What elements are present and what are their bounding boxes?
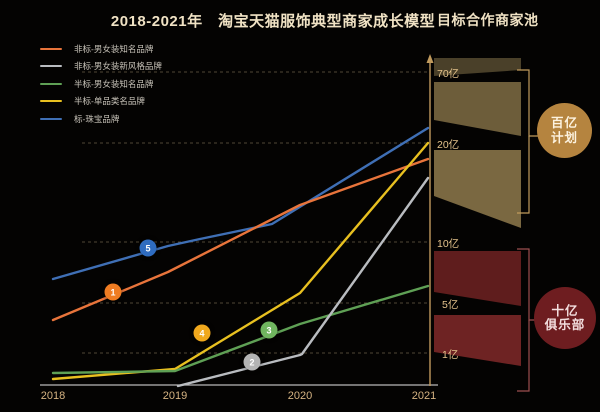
legend-swatch-blue [40,117,62,120]
funnel-band-upper [434,82,521,136]
badge-shiyi-julebu[interactable]: 十亿 俱乐部 [534,287,596,349]
badge-label-line1: 百亿 [550,116,578,131]
funnel-band-lower [434,251,521,306]
bracket-red-lower [517,320,530,392]
series-line-yellow [51,141,430,381]
series-marker-1[interactable]: 1 [104,283,122,301]
legend-item-label: 非标-男女装新风格品牌 [74,61,162,72]
legend-item-label: 半标-男女装知名品牌 [74,78,154,89]
legend-item[interactable]: 标-珠宝品牌 [40,110,230,128]
y-tick-1yi: 1亿 [442,349,459,361]
legend-item[interactable]: 非标-男女装知名品牌 [40,40,230,58]
series-line-green [51,284,430,375]
series-line-gray [176,176,430,388]
badge-baiyi-jihua[interactable]: 百亿 计划 [537,103,592,158]
legend-item-label: 半标-单品类名品牌 [74,96,145,107]
funnel-band-top [434,58,521,76]
legend-swatch-gray [40,65,62,68]
legend-item-label: 标-珠宝品牌 [74,113,120,124]
funnel-band-mid [434,150,521,228]
series-marker-5[interactable]: 5 [139,239,157,257]
page-title: 2018-2021年 淘宝天猫服饰典型商家成长模型 [110,13,436,30]
series-marker-4[interactable]: 4 [193,324,211,342]
chart-legend: 非标-男女装知名品牌 非标-男女装新风格品牌 半标-男女装知名品牌 半标-单品类… [40,40,230,128]
y-tick-10yi: 10亿 [437,238,460,250]
badge-label-line2: 俱乐部 [544,318,586,332]
y-tick-70yi: 70亿 [437,68,460,80]
funnel-band-bottom [434,315,521,366]
series-line-blue [51,126,430,281]
series-marker-3[interactable]: 3 [260,321,278,339]
y-tick-5yi: 5亿 [442,299,459,311]
badge-label-line2: 计划 [550,130,578,145]
legend-swatch-orange [40,47,62,50]
y-tick-20yi: 20亿 [437,139,460,151]
badge-label-line1: 十亿 [551,303,579,318]
x-tick-2020: 2020 [287,390,313,402]
x-tick-2018: 2018 [40,390,66,402]
bracket-gold [517,69,538,137]
funnel-axis-arrow [426,54,434,63]
legend-item[interactable]: 半标-男女装知名品牌 [40,75,230,93]
funnel-bands [434,58,521,366]
x-tick-2019: 2019 [162,390,188,402]
legend-swatch-green [40,82,62,85]
bracket-red [517,248,538,321]
gridlines [82,71,428,354]
legend-item[interactable]: 非标-男女装新风格品牌 [40,58,230,76]
x-tick-2021: 2021 [411,390,437,402]
legend-item-label: 非标-男女装知名品牌 [74,43,154,54]
legend-swatch-yellow [40,100,62,103]
funnel-panel-title: 目标合作商家池 [437,12,539,28]
series-marker-2[interactable]: 2 [243,353,261,371]
legend-item[interactable]: 半标-单品类名品牌 [40,93,230,111]
bracket-gold-lower [517,136,530,214]
